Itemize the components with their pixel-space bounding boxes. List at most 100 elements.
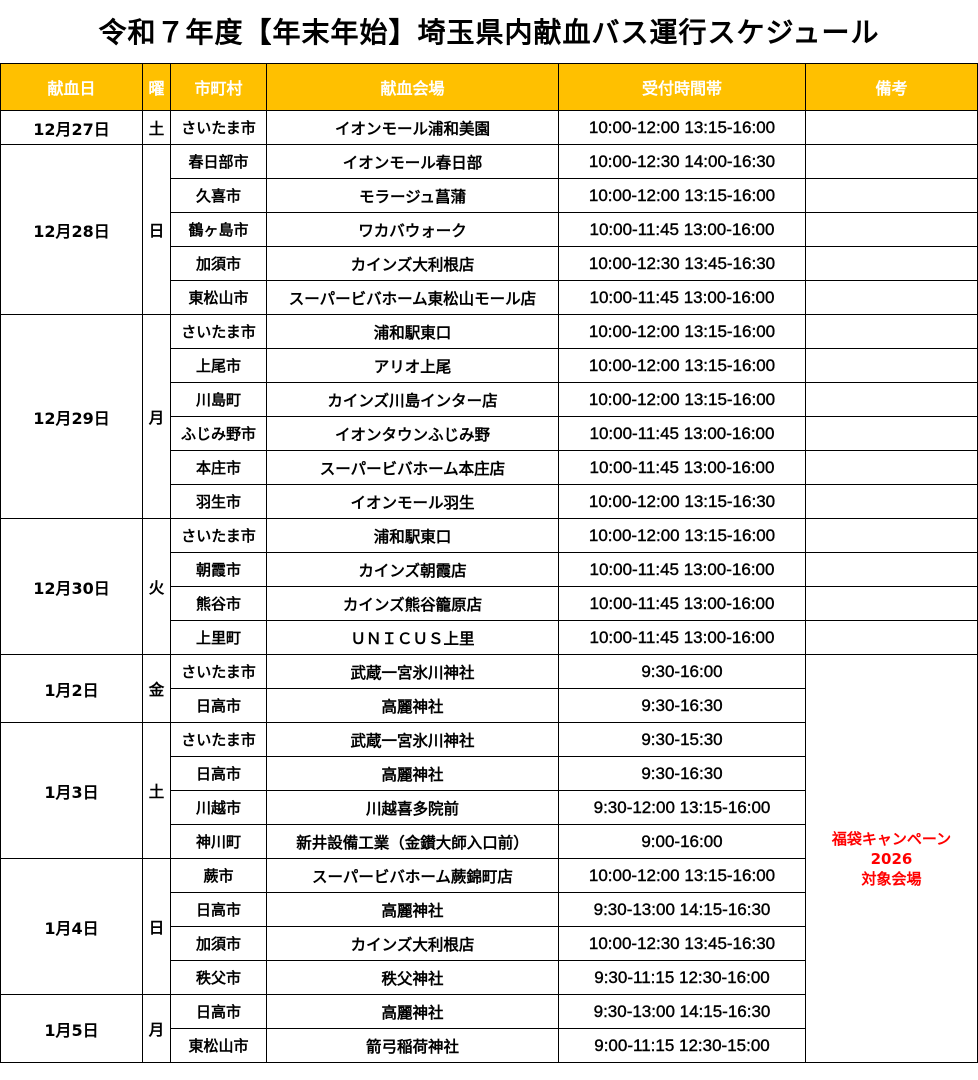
time-cell: 10:00-12:00 13:15-16:30 <box>558 484 806 519</box>
city-cell: 日高市 <box>170 994 267 1029</box>
city-cell: 加須市 <box>170 926 267 961</box>
page-title: 令和７年度【年末年始】埼玉県内献血バス運行スケジュール <box>98 16 880 49</box>
notes-cell <box>805 280 978 315</box>
header-time: 受付時間帯 <box>558 63 806 111</box>
header-venue: 献血会場 <box>266 63 559 111</box>
notes-cell <box>805 178 978 213</box>
city-cell: 上里町 <box>170 620 267 655</box>
time-cell: 10:00-12:00 13:15-16:00 <box>558 348 806 383</box>
venue-cell: スーパービバホーム蕨錦町店 <box>266 858 559 893</box>
time-cell: 9:30-16:30 <box>558 756 806 791</box>
city-cell: さいたま市 <box>170 110 267 145</box>
venue-cell: 浦和駅東口 <box>266 314 559 349</box>
header-city: 市町村 <box>170 63 267 111</box>
weekday-cell: 火 <box>142 518 171 655</box>
venue-cell: カインズ熊谷籠原店 <box>266 586 559 621</box>
table-row: 12月27日土さいたま市 イオンモール浦和美園 10:00-12:00 13:15-… <box>0 110 978 145</box>
header-weekday: 曜 <box>142 63 171 111</box>
venue-cell: 浦和駅東口 <box>266 518 559 553</box>
notes-cell <box>805 314 978 349</box>
table-row: 12月29日月さいたま市 浦和駅東口 10:00-12:00 13:15-16:00 <box>0 314 978 519</box>
city-cell: 春日部市 <box>170 144 267 179</box>
city-cell: 本庄市 <box>170 450 267 485</box>
header-row: 献血日 曜 市町村 献血会場 受付時間帯 備考 <box>0 63 978 111</box>
table-row: 加須市 カインズ大利根店 10:00-12:30 13:45-16:30 <box>1 246 978 281</box>
venue-cell: スーパービバホーム東松山モール店 <box>266 280 559 315</box>
city-cell: 鶴ヶ島市 <box>170 212 267 247</box>
venue-cell: 高麗神社 <box>266 756 559 791</box>
time-cell: 9:00-16:00 <box>558 824 806 859</box>
city-cell: 東松山市 <box>170 1028 267 1063</box>
date-cell: 12月28日 <box>0 144 143 315</box>
venue-cell: 高麗神社 <box>266 892 559 927</box>
table-row: 東松山市 箭弓稲荷神社 9:00-11:15 12:30-15:00 <box>1 1028 978 1063</box>
date-cell: 12月29日 <box>0 314 143 519</box>
time-cell: 9:30-13:00 14:15-16:30 <box>558 892 806 927</box>
time-cell: 10:00-11:45 13:00-16:00 <box>558 586 806 621</box>
notes-cell <box>805 484 978 519</box>
notes-cell <box>805 382 978 417</box>
campaign-note-line3: 対象会場 <box>861 869 922 888</box>
table-row: 1月4日日蕨市 スーパービバホーム蕨錦町店 10:00-12:00 13:15-16… <box>0 858 978 995</box>
notes-cell <box>805 110 978 145</box>
weekday-cell: 月 <box>142 314 171 519</box>
time-cell: 10:00-11:45 13:00-16:00 <box>558 280 806 315</box>
time-cell: 9:30-12:00 13:15-16:00 <box>558 790 806 825</box>
venue-cell: スーパービバホーム本庄店 <box>266 450 559 485</box>
header-notes: 備考 <box>805 63 978 111</box>
city-cell: 川島町 <box>170 382 267 417</box>
notes-cell <box>805 246 978 281</box>
city-cell: 川越市 <box>170 790 267 825</box>
city-cell: 日高市 <box>170 688 267 723</box>
venue-cell: ＵＮＩＣＵＳ上里 <box>266 620 559 655</box>
table-row: 東松山市 スーパービバホーム東松山モール店 10:00-11:45 13:00-16… <box>1 280 978 315</box>
time-cell: 10:00-12:00 13:15-16:00 <box>558 518 806 553</box>
city-cell: 秩父市 <box>170 960 267 995</box>
venue-cell: モラージュ菖蒲 <box>266 178 559 213</box>
city-cell: 上尾市 <box>170 348 267 383</box>
weekday-cell: 月 <box>142 994 171 1063</box>
city-cell: 日高市 <box>170 756 267 791</box>
date-cell: 12月30日 <box>0 518 143 655</box>
city-cell: 神川町 <box>170 824 267 859</box>
campaign-note-line1: 福袋キャンペーン <box>831 829 952 848</box>
time-cell: 9:30-13:00 14:15-16:30 <box>558 994 806 1029</box>
city-cell: 蕨市 <box>170 858 267 893</box>
venue-cell: 高麗神社 <box>266 994 559 1029</box>
header-date: 献血日 <box>0 63 143 111</box>
time-cell: 10:00-11:45 13:00-16:00 <box>558 620 806 655</box>
table-row: 上里町 ＵＮＩＣＵＳ上里 10:00-11:45 13:00-16:00 <box>1 620 978 655</box>
venue-cell: 川越喜多院前 <box>266 790 559 825</box>
notes-cell <box>805 416 978 451</box>
time-cell: 10:00-11:45 13:00-16:00 <box>558 552 806 587</box>
city-cell: さいたま市 <box>170 722 267 757</box>
weekday-cell: 土 <box>142 722 171 859</box>
venue-cell: 箭弓稲荷神社 <box>266 1028 559 1063</box>
notes-cell <box>805 518 978 553</box>
time-cell: 10:00-12:30 14:00-16:30 <box>558 144 806 179</box>
date-cell: 1月4日 <box>0 858 143 995</box>
weekday-cell: 日 <box>142 144 171 315</box>
date-cell: 1月3日 <box>0 722 143 859</box>
time-cell: 9:30-16:00 <box>558 654 806 689</box>
venue-cell: 秩父神社 <box>266 960 559 995</box>
city-cell: 加須市 <box>170 246 267 281</box>
notes-cell <box>805 144 978 179</box>
table-row: 12月30日火さいたま市 浦和駅東口 10:00-12:00 13:15-16:00 <box>0 518 978 655</box>
city-cell: さいたま市 <box>170 654 267 689</box>
venue-cell: 新井設備工業（金鑚大師入口前） <box>266 824 559 859</box>
table-row: 川島町 カインズ川島インター店 10:00-12:00 13:15-16:00 <box>1 382 978 417</box>
table-row: 12月28日日春日部市 イオンモール春日部 10:00-12:30 14:00-16… <box>0 144 978 315</box>
table-row: 日高市 高麗神社 9:30-13:00 14:15-16:30 <box>1 892 978 927</box>
table-row: 1月2日金さいたま市 武蔵一宮氷川神社 9:30-16:00 福袋キャンペーン 2026… <box>0 654 978 1063</box>
table-row: 日高市 高麗神社 9:30-16:30 <box>1 756 978 791</box>
venue-cell: 高麗神社 <box>266 688 559 723</box>
venue-cell: カインズ大利根店 <box>266 246 559 281</box>
notes-cell <box>805 620 978 655</box>
city-cell: ふじみ野市 <box>170 416 267 451</box>
time-cell: 10:00-12:00 13:15-16:00 <box>558 110 806 145</box>
city-cell: 久喜市 <box>170 178 267 213</box>
venue-cell: イオンタウンふじみ野 <box>266 416 559 451</box>
time-cell: 10:00-12:30 13:45-16:30 <box>558 926 806 961</box>
venue-cell: カインズ川島インター店 <box>266 382 559 417</box>
